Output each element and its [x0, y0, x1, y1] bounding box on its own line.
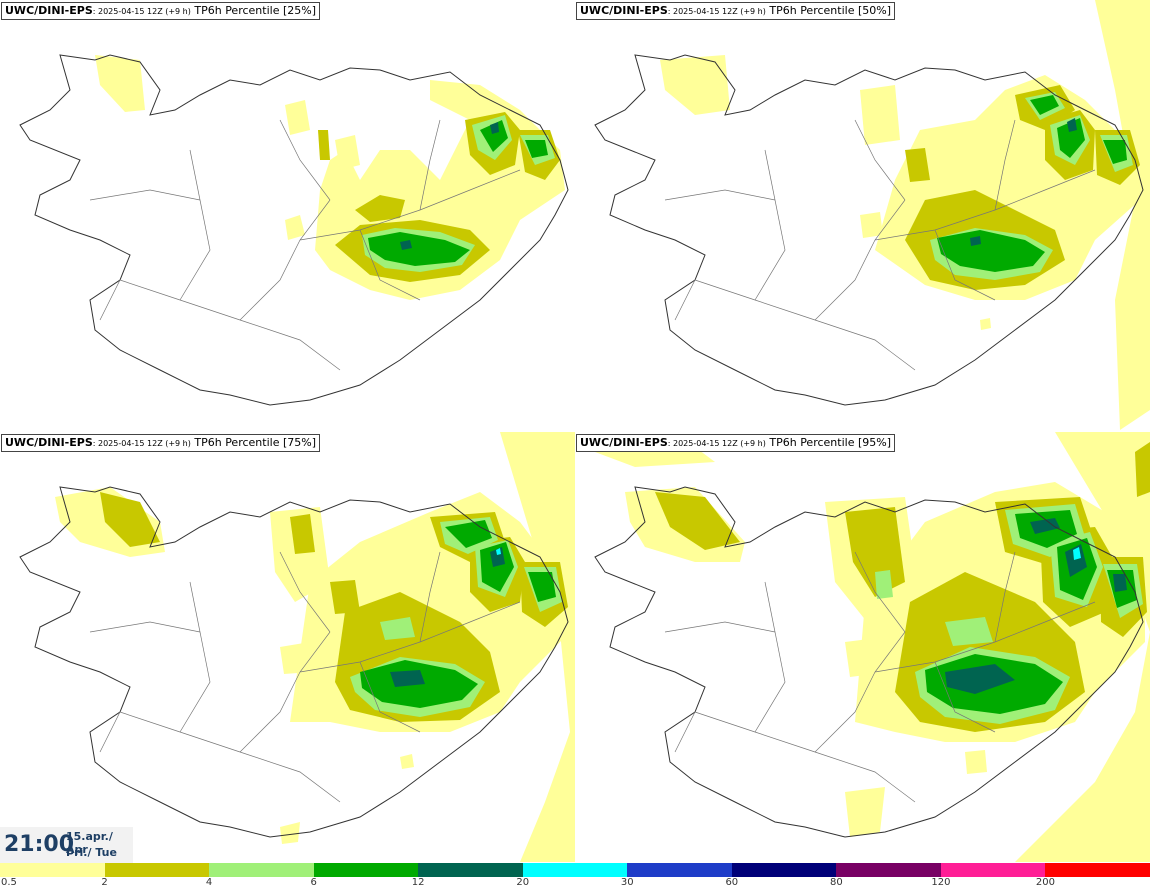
panel-header: UWC/DINI-EPS: 2025-04-15 12Z (+9 h) TP6h…	[1, 2, 320, 20]
legend-tick-label: 120	[931, 877, 951, 888]
panel-header: UWC/DINI-EPS: 2025-04-15 12Z (+9 h) TP6h…	[576, 434, 895, 452]
legend-tick-label: 80	[829, 877, 843, 888]
legend-tick-label: 0.5	[1, 877, 17, 888]
map-panel-p50: UWC/DINI-EPS: 2025-04-15 12Z (+9 h) TP6h…	[575, 0, 1150, 430]
legend-swatch	[104, 863, 210, 877]
legend-tick-label: 12	[411, 877, 425, 888]
legend-colorbar	[0, 863, 1150, 877]
precip-map-p50	[594, 0, 1150, 430]
valid-date-line2: Þri./ Tue	[66, 846, 117, 859]
legend-tick-label: 6	[310, 877, 317, 888]
legend-tick-label: 60	[725, 877, 739, 888]
legend-swatch	[836, 863, 941, 877]
legend-tick-label: 30	[620, 877, 634, 888]
precip-map-p25	[19, 54, 569, 406]
map-panel-p75: UWC/DINI-EPS: 2025-04-15 12Z (+9 h) TP6h…	[0, 432, 575, 862]
legend-swatch	[627, 863, 732, 877]
legend-swatch	[0, 863, 105, 877]
map-panel-p25: UWC/DINI-EPS: 2025-04-15 12Z (+9 h) TP6h…	[0, 0, 575, 430]
legend-swatch	[209, 863, 314, 877]
legend-tick-label: 200	[1035, 877, 1055, 888]
legend-tick-label: 20	[516, 877, 530, 888]
legend-swatch	[731, 863, 837, 877]
valid-date-line1: 15.apr./ Apr	[66, 830, 113, 856]
legend-swatch	[313, 863, 419, 877]
legend-tick-label: 2	[101, 877, 108, 888]
precip-map-p95	[594, 432, 1150, 862]
valid-time-box: 21:00 15.apr./ Apr Þri./ Tue	[0, 827, 133, 863]
panel-header: UWC/DINI-EPS: 2025-04-15 12Z (+9 h) TP6h…	[1, 434, 320, 452]
legend-swatch	[940, 863, 1046, 877]
legend-ticks: 0.5 2 4 6 12 20 30 60 80 120 200	[0, 877, 1150, 891]
precip-map-p75	[19, 432, 575, 862]
legend-swatch	[1045, 863, 1150, 877]
legend-swatch	[418, 863, 523, 877]
panel-header: UWC/DINI-EPS: 2025-04-15 12Z (+9 h) TP6h…	[576, 2, 895, 20]
legend-swatch	[522, 863, 628, 877]
valid-time: 21:00	[4, 832, 75, 857]
map-panel-p95: UWC/DINI-EPS: 2025-04-15 12Z (+9 h) TP6h…	[575, 432, 1150, 862]
legend-tick-label: 4	[205, 877, 213, 888]
